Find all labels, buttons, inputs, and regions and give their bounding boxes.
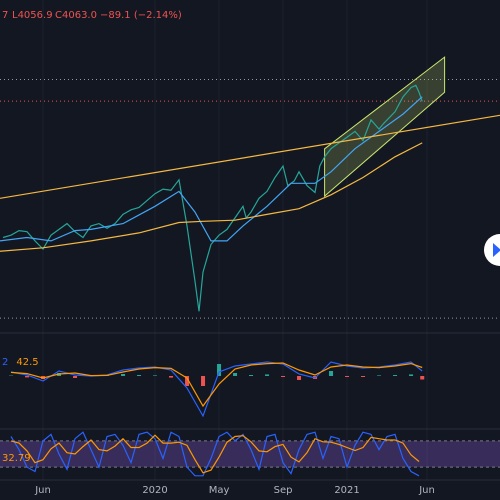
histogram-bar	[185, 376, 190, 386]
header-open: 7	[2, 10, 8, 21]
histogram-bar	[25, 376, 30, 378]
legend-value: 32.79	[2, 453, 31, 464]
x-tick-label: 2020	[142, 485, 167, 496]
histogram-bar	[249, 375, 254, 376]
series-line	[10, 434, 420, 474]
x-tick-label: Jun	[34, 485, 51, 496]
histogram-bar	[393, 375, 398, 376]
series-line	[2, 84, 423, 312]
histogram-bar	[169, 376, 174, 378]
x-tick-label: Sep	[274, 485, 293, 496]
legend-value: 42.5	[16, 357, 38, 368]
header-change: −89.1 (−2.14%)	[100, 10, 182, 21]
x-tick-label: Jun	[418, 485, 435, 496]
histogram-bar	[201, 376, 206, 386]
histogram-bar	[73, 376, 78, 378]
histogram-bar	[420, 376, 425, 380]
histogram-bar	[361, 376, 366, 377]
channel	[324, 56, 446, 198]
histogram-bar	[121, 374, 126, 376]
x-tick-label: 2021	[334, 485, 359, 496]
histogram-bar	[297, 376, 302, 380]
ohlc-header: 7 L4056.9 C4063.0 −89.1 (−2.14%)	[2, 10, 182, 21]
histogram-bar	[265, 374, 270, 376]
series-line	[0, 142, 423, 252]
scroll-button[interactable]	[484, 234, 500, 266]
histogram-bar	[409, 374, 414, 376]
series-line	[10, 431, 420, 477]
histogram-bar	[281, 376, 286, 377]
series-line	[0, 114, 500, 199]
histogram-bar	[217, 364, 222, 376]
series-line	[0, 96, 423, 242]
histogram-bar	[233, 373, 238, 376]
histogram-bar	[345, 376, 350, 377]
histogram-bar	[137, 375, 142, 376]
header-low: L4056.9	[12, 10, 53, 21]
legend-value: 2	[2, 357, 8, 368]
series-line	[10, 361, 423, 418]
header-close: C4063.0	[55, 10, 97, 21]
rsi-band	[0, 440, 500, 468]
series-line	[10, 362, 423, 408]
scroll-arrow	[493, 243, 500, 257]
histogram-bar	[377, 375, 382, 376]
histogram-bar	[153, 375, 158, 376]
histogram-bar	[329, 371, 334, 376]
x-tick-label: May	[209, 485, 230, 496]
